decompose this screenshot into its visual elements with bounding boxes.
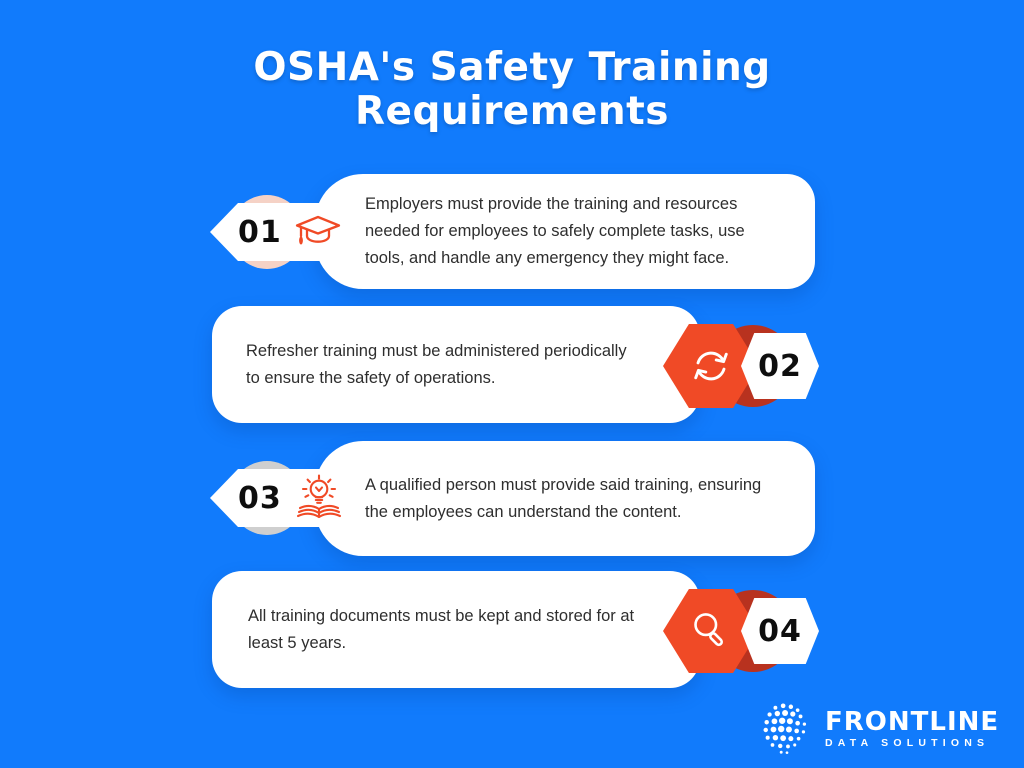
magnifier-icon — [688, 608, 734, 654]
step-tag-1: 01 — [210, 203, 350, 261]
page-title: OSHA's Safety Training Requirements — [0, 45, 1024, 135]
step-number-2: 02 — [758, 348, 802, 384]
step-tag-3: 03 — [210, 469, 350, 527]
requirement-card-1: Employers must provide the training and … — [315, 174, 815, 289]
step-badge-4: 04 — [741, 598, 819, 664]
step-number-1: 01 — [238, 214, 282, 250]
requirement-text-2: Refresher training must be administered … — [246, 341, 627, 387]
step-number-3: 03 — [238, 480, 282, 516]
requirement-card-4: All training documents must be kept and … — [212, 571, 700, 688]
requirement-text-3: A qualified person must provide said tra… — [365, 475, 762, 521]
requirement-text-1: Employers must provide the training and … — [365, 195, 745, 267]
brand-tagline: DATA SOLUTIONS — [825, 737, 990, 750]
graduation-cap-icon — [293, 212, 343, 252]
page-title-line1: OSHA's Safety Training — [253, 45, 771, 90]
lightbulb-book-icon — [293, 473, 345, 523]
requirement-text-4: All training documents must be kept and … — [248, 606, 635, 652]
requirement-card-3: A qualified person must provide said tra… — [315, 441, 815, 556]
brand-name: FRONTLINE — [825, 707, 1000, 738]
step-number-4: 04 — [758, 613, 802, 649]
page-title-line2: Requirements — [355, 89, 669, 135]
brand-logo: FRONTLINE DATA SOLUTIONS — [758, 700, 999, 758]
step-badge-2: 02 — [741, 333, 819, 399]
refresh-icon — [688, 343, 734, 389]
dotted-globe-icon — [758, 700, 816, 758]
requirement-card-2: Refresher training must be administered … — [212, 306, 700, 423]
